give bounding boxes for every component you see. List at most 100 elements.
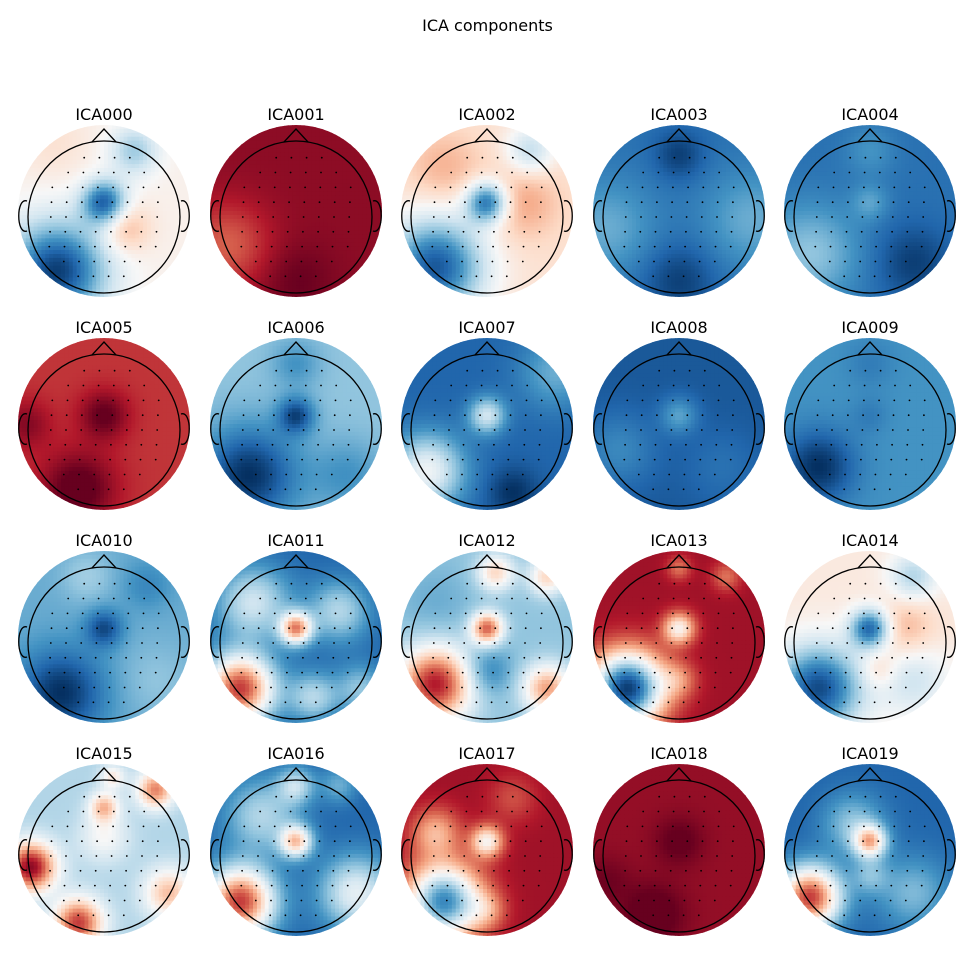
head-map — [401, 338, 573, 510]
sensor-markers — [48, 795, 160, 917]
topomap-ica005: ICA005 — [8, 318, 200, 530]
head-map — [593, 338, 765, 510]
topomap-ica001: ICA001 — [200, 105, 392, 317]
component-title: ICA019 — [774, 744, 966, 763]
sensor-markers — [623, 582, 735, 704]
head-outline — [210, 554, 382, 720]
head-outline — [593, 767, 765, 933]
sensor-markers — [623, 156, 735, 278]
sensor-markers — [814, 795, 926, 917]
potential-field — [401, 338, 573, 510]
component-title: ICA014 — [774, 531, 966, 550]
component-title: ICA001 — [200, 105, 392, 124]
topomap-ica019: ICA019 — [774, 744, 966, 956]
head-outline — [18, 554, 190, 720]
head-outline — [18, 341, 190, 507]
head-map — [593, 764, 765, 936]
potential-field — [593, 338, 765, 510]
head-outline — [593, 554, 765, 720]
head-map — [210, 338, 382, 510]
topomap-ica016: ICA016 — [200, 744, 392, 956]
sensor-markers — [623, 369, 735, 491]
potential-field — [784, 551, 956, 723]
component-title: ICA005 — [8, 318, 200, 337]
topomap-ica017: ICA017 — [391, 744, 583, 956]
head-outline — [784, 341, 956, 507]
head-map — [210, 551, 382, 723]
component-title: ICA002 — [391, 105, 583, 124]
component-title: ICA004 — [774, 105, 966, 124]
head-map — [210, 764, 382, 936]
topomap-ica008: ICA008 — [583, 318, 775, 530]
head-map — [784, 125, 956, 297]
head-map — [18, 125, 190, 297]
sensor-markers — [240, 582, 352, 704]
head-outline — [784, 767, 956, 933]
potential-field — [210, 764, 382, 936]
head-outline — [401, 554, 573, 720]
head-map — [593, 551, 765, 723]
topomap-ica010: ICA010 — [8, 531, 200, 743]
topomap-ica003: ICA003 — [583, 105, 775, 317]
component-title: ICA010 — [8, 531, 200, 550]
sensor-markers — [48, 369, 160, 491]
component-title: ICA012 — [391, 531, 583, 550]
head-outline — [210, 341, 382, 507]
potential-field — [784, 125, 956, 297]
sensor-markers — [431, 582, 543, 704]
head-outline — [401, 128, 573, 294]
head-map — [18, 764, 190, 936]
sensor-markers — [431, 369, 543, 491]
topomap-ica012: ICA012 — [391, 531, 583, 743]
topomap-ica011: ICA011 — [200, 531, 392, 743]
sensor-markers — [240, 795, 352, 917]
potential-field — [210, 125, 382, 297]
head-map — [593, 125, 765, 297]
head-map — [210, 125, 382, 297]
component-title: ICA006 — [200, 318, 392, 337]
potential-field — [18, 338, 190, 510]
potential-field — [210, 338, 382, 510]
sensor-markers — [240, 156, 352, 278]
head-outline — [784, 128, 956, 294]
component-title: ICA008 — [583, 318, 775, 337]
potential-field — [210, 551, 382, 723]
component-title: ICA016 — [200, 744, 392, 763]
component-title: ICA009 — [774, 318, 966, 337]
potential-field — [593, 125, 765, 297]
figure-title: ICA components — [0, 16, 975, 35]
topomap-ica013: ICA013 — [583, 531, 775, 743]
topomap-ica004: ICA004 — [774, 105, 966, 317]
head-map — [401, 551, 573, 723]
sensor-markers — [48, 582, 160, 704]
potential-field — [18, 125, 190, 297]
head-outline — [401, 341, 573, 507]
potential-field — [784, 338, 956, 510]
head-map — [401, 125, 573, 297]
head-outline — [784, 554, 956, 720]
head-outline — [593, 128, 765, 294]
potential-field — [593, 551, 765, 723]
topomap-ica015: ICA015 — [8, 744, 200, 956]
sensor-markers — [240, 369, 352, 491]
topomap-ica000: ICA000 — [8, 105, 200, 317]
sensor-markers — [431, 795, 543, 917]
head-map — [18, 338, 190, 510]
potential-field — [593, 764, 765, 936]
sensor-markers — [623, 795, 735, 917]
potential-field — [401, 551, 573, 723]
sensor-markers — [48, 156, 160, 278]
head-map — [18, 551, 190, 723]
sensor-markers — [814, 582, 926, 704]
head-map — [784, 764, 956, 936]
component-title: ICA007 — [391, 318, 583, 337]
component-title: ICA003 — [583, 105, 775, 124]
component-title: ICA000 — [8, 105, 200, 124]
component-title: ICA013 — [583, 531, 775, 550]
head-map — [784, 551, 956, 723]
sensor-markers — [814, 369, 926, 491]
head-outline — [18, 767, 190, 933]
component-title: ICA011 — [200, 531, 392, 550]
component-title: ICA015 — [8, 744, 200, 763]
